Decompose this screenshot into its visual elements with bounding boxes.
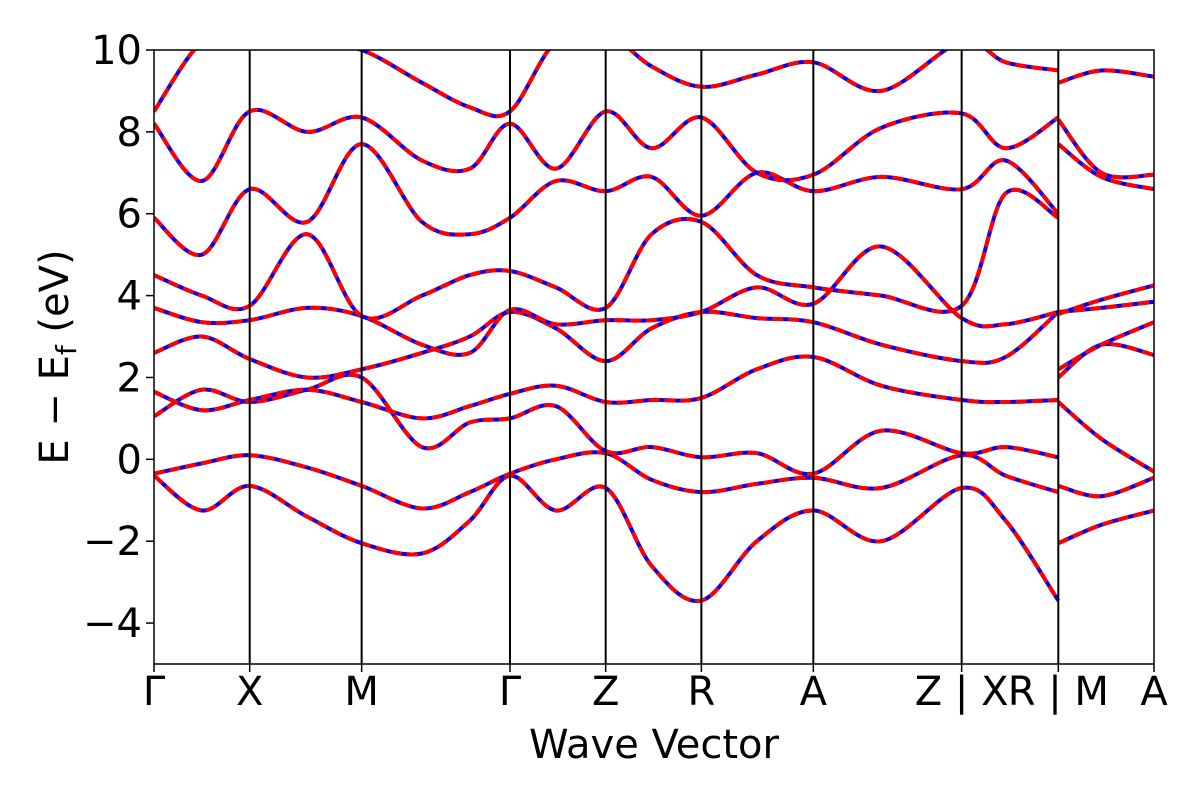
x-tick-label-5: R bbox=[687, 669, 715, 715]
band-line-b-11 bbox=[1057, 475, 1154, 499]
band-line-b-14 bbox=[1057, 320, 1154, 372]
plot-frame bbox=[153, 49, 1155, 665]
band-line-b-12 bbox=[1056, 400, 1154, 474]
band-line-b-1 bbox=[154, 450, 1059, 511]
y-tick-label-3: 2 bbox=[117, 355, 142, 401]
band-line-b-3 bbox=[154, 354, 1059, 421]
bands-layer bbox=[154, 50, 1154, 604]
kpoint-lines bbox=[248, 50, 1060, 664]
x-tick-label-2: M bbox=[344, 669, 379, 715]
band-line-b-9 bbox=[154, 50, 1059, 119]
y-tick-label-0: −4 bbox=[83, 601, 142, 647]
band-line-b-18 bbox=[1056, 118, 1154, 180]
y-axis-label-subscript: f bbox=[50, 344, 83, 355]
band-line-b-0 bbox=[154, 473, 1060, 604]
x-tick-label-0: Γ bbox=[143, 669, 166, 715]
y-tick-label-6: 8 bbox=[117, 110, 142, 156]
x-tick-label-8: R | M bbox=[1008, 669, 1109, 715]
band-line-b-8 bbox=[154, 107, 1060, 183]
band-line-b-4 bbox=[154, 309, 1060, 380]
x-tick-label-4: Z bbox=[592, 669, 619, 715]
y-tick-label-1: −2 bbox=[83, 519, 142, 565]
band-line-b-7 bbox=[154, 142, 1060, 257]
band-line-a-17 bbox=[1057, 142, 1154, 192]
band-line-a-5 bbox=[154, 244, 1059, 357]
y-axis-label: E − Ef (eV) bbox=[32, 249, 83, 464]
y-axis-label-main: E − E bbox=[32, 355, 78, 465]
band-line-b-17 bbox=[1057, 142, 1154, 192]
band-line-b-10 bbox=[1057, 508, 1154, 546]
x-tick-label-3: Γ bbox=[499, 669, 522, 715]
x-tick-label-9: A bbox=[1140, 669, 1168, 715]
x-axis-label: Wave Vector bbox=[529, 722, 780, 768]
band-line-b-19 bbox=[1057, 68, 1154, 85]
x-tick-label-1: X bbox=[236, 669, 263, 715]
y-axis-ticks: −4 −2 0 2 4 6 8 10 bbox=[83, 28, 154, 647]
y-tick-label-7: 10 bbox=[91, 28, 142, 74]
x-tick-label-7: Z | X bbox=[915, 669, 1009, 715]
band-line-b-6 bbox=[154, 187, 1060, 321]
y-tick-label-2: 0 bbox=[117, 437, 142, 483]
x-tick-label-6: A bbox=[800, 669, 828, 715]
y-tick-label-5: 6 bbox=[117, 192, 142, 238]
y-tick-label-4: 4 bbox=[117, 274, 142, 320]
band-line-a-18 bbox=[1056, 118, 1154, 180]
band-line-b-16 bbox=[1057, 283, 1154, 316]
y-axis-label-unit: (eV) bbox=[32, 249, 78, 345]
